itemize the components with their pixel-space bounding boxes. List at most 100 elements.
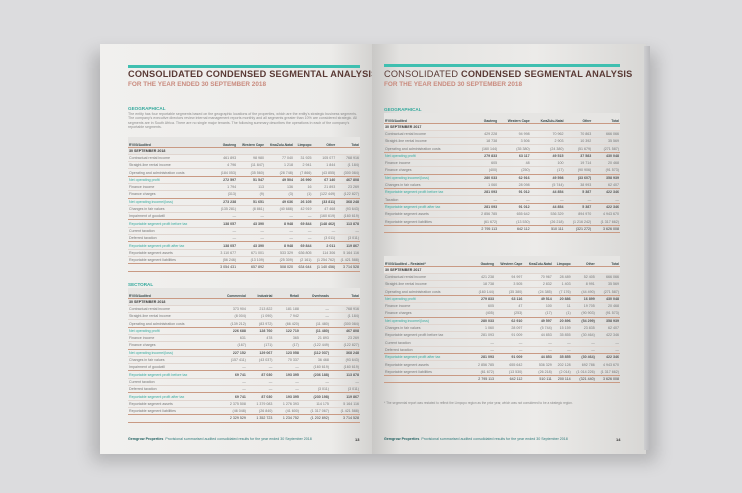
table-cell: 7 942 xyxy=(273,312,300,321)
table-cell: (160 619) xyxy=(329,363,360,372)
table-cell: 430 048 xyxy=(592,152,620,161)
table-row: 2 329 529 1 352 723 1 234 752 (1 202 892) 3 … xyxy=(128,414,360,423)
table-cell: 18 738 xyxy=(473,280,495,289)
table-cell xyxy=(571,266,596,274)
table-cell: 23 269 xyxy=(336,183,360,192)
table-cell: (3) xyxy=(264,190,294,199)
table-cell: 113 xyxy=(237,183,265,192)
table-cell: (271 587) xyxy=(595,287,620,296)
table-cell: 18 738 xyxy=(473,137,499,146)
table-cell: 87 030 xyxy=(246,370,274,379)
row-label: Changes in fair values xyxy=(128,356,217,365)
table-cell: 226 688 xyxy=(216,327,247,336)
table-cell: 62 916 xyxy=(498,174,531,182)
row-label: Reportable segment profit after tax xyxy=(384,203,474,212)
table-cell: (1 014 226) xyxy=(571,368,596,376)
table-cell: 1 844 xyxy=(312,161,337,170)
table-row: Net operating income/(loss) 227 152 129 06… xyxy=(128,349,360,357)
table-cell: — xyxy=(312,227,337,236)
table-cell: 666 066 xyxy=(592,130,620,139)
table-cell: 138 057 xyxy=(216,241,238,250)
table-cell: 281 093 xyxy=(473,203,499,212)
table-cell: 273 238 xyxy=(216,198,238,206)
table-cell: (5 744) xyxy=(523,324,553,333)
table-cell: (35 380) xyxy=(494,287,524,296)
table-row: 30 SEPTEMBER 2017 xyxy=(384,266,620,274)
table-cell: 35 569 xyxy=(595,280,620,289)
table-cell: 2 941 xyxy=(293,161,313,170)
row-label xyxy=(128,414,217,423)
table-cell xyxy=(473,123,499,131)
table-cell: 8 948 xyxy=(264,219,294,228)
table-cell: 3 714 528 xyxy=(329,414,360,423)
table-cell xyxy=(595,266,620,274)
table-cell: — xyxy=(523,338,553,347)
table-cell: (300 084) xyxy=(329,319,360,328)
table-cell: 123 058 xyxy=(273,349,300,357)
table-cell: — xyxy=(595,346,620,355)
table-cell: 2 903 xyxy=(530,137,565,146)
table-row: Net operating profit 279 833 63 116 49 514 2… xyxy=(384,295,620,304)
table-cell: (1 140 456) xyxy=(312,263,337,272)
table-cell: (28 748) xyxy=(264,168,294,177)
table-cell: 181 188 xyxy=(273,305,300,314)
table-cell: 3 626 008 xyxy=(592,225,620,233)
table-cell: (313) xyxy=(216,190,238,199)
table-cell: 1 352 723 xyxy=(246,414,274,423)
table-header-row: R'000/Audited Gauteng Western Cape KwaZulu-… xyxy=(128,137,360,148)
table-cell: 8 991 xyxy=(571,280,596,289)
table-cell: — xyxy=(216,385,247,394)
column-header: KwaZulu-Natal xyxy=(264,137,294,148)
title-bold: CONDENSED SEGMENTAL ANALYSIS xyxy=(460,69,633,79)
table-cell: 26 105 xyxy=(293,198,313,206)
table-cell: — xyxy=(329,378,360,387)
table-cell: (56 246) xyxy=(216,256,238,265)
table-cell: 19 714 xyxy=(564,159,593,168)
table-cell: (9) xyxy=(237,190,265,199)
table-cell: (122 827) xyxy=(329,341,360,350)
row-label: Finance charges xyxy=(128,341,217,350)
table-row: Finance income 631 478 365 21 893 23 269 xyxy=(128,334,360,343)
section-heading-sectoral: SECTORAL xyxy=(128,282,154,287)
table-cell: 358 939 xyxy=(592,174,620,182)
table-cell: 655 642 xyxy=(494,360,524,369)
table-cell: — xyxy=(273,363,300,372)
table-row: 3 054 431 657 892 508 020 634 644 (1 140 456… xyxy=(128,263,360,272)
table-row: Reportable segment liabilities (61 672) (1… xyxy=(384,368,620,376)
table-cell: 48 xyxy=(498,159,531,168)
column-header: R'000/Audited xyxy=(128,137,217,148)
table-cell: 280 033 xyxy=(473,317,495,325)
table-row: Changes in fair values (135 281) (8 861) (4… xyxy=(128,205,360,214)
row-label: Reportable segment profit after tax xyxy=(128,241,217,250)
sectoral-segment-table: R'000/Audited Commercial Industrial Retail O… xyxy=(128,288,360,423)
table-cell: (41 600) xyxy=(273,407,300,416)
table-row: Reportable segment profit before tax 138 … xyxy=(128,219,360,228)
footnote: * The segmental report was restated to r… xyxy=(384,401,573,405)
row-label: Impairment of goodwill xyxy=(128,363,217,372)
table-row: Taxation — — — — — xyxy=(384,195,620,204)
table-cell: 279 833 xyxy=(473,152,499,161)
table-cell: — xyxy=(216,227,238,236)
table-cell: 5 387 xyxy=(564,188,593,197)
table-cell: — xyxy=(246,385,274,394)
page-footer: Gemgrow Properties Provisional summarise… xyxy=(384,437,568,441)
table-cell: (30 464) xyxy=(571,331,596,340)
row-label: Finance income xyxy=(384,159,474,168)
column-header: R'000/Audited xyxy=(384,113,474,124)
table-cell xyxy=(216,147,238,155)
table-cell: (30 464) xyxy=(571,353,596,362)
table-cell: 202 128 xyxy=(552,360,572,369)
table-cell xyxy=(329,298,360,306)
table-cell: 421 238 xyxy=(473,273,495,282)
table-cell: 281 093 xyxy=(473,188,499,197)
table-cell: 3 626 008 xyxy=(595,375,620,384)
row-label: 30 SEPTEMBER 2017 xyxy=(384,266,474,274)
table-cell: (184 053) xyxy=(216,168,238,177)
row-label: Deferred taxation xyxy=(128,385,217,394)
table-row: Finance income 605 48 100 19 714 20 468 xyxy=(384,159,620,168)
table-cell: 4 943 670 xyxy=(595,360,620,369)
table-cell: (93 643) xyxy=(336,205,360,214)
table-cell: 8 948 xyxy=(264,241,294,250)
table-cell: (11 847) xyxy=(237,161,265,170)
table-cell: 213 822 xyxy=(246,305,274,314)
